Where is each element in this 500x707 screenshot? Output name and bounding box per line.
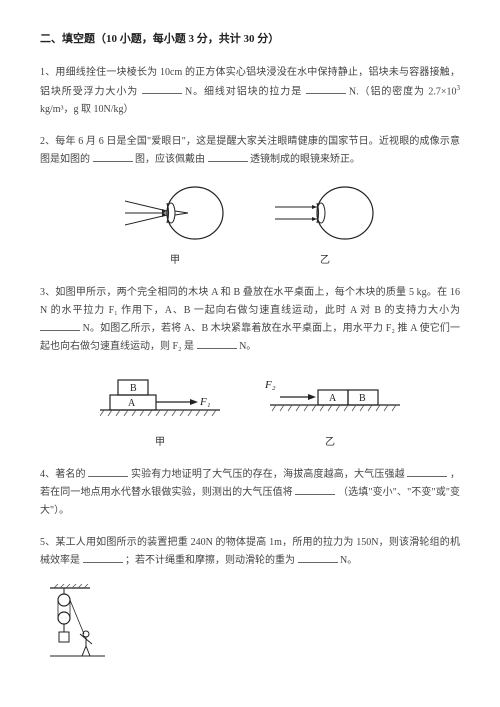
blocks-right-svg: F₂ A B bbox=[260, 370, 400, 425]
q4-blank-3 bbox=[295, 484, 335, 495]
figure-blocks: B A F₁ 甲 bbox=[40, 370, 460, 452]
q2-blank-1 bbox=[93, 151, 133, 162]
figure-pulley bbox=[50, 584, 460, 666]
eye-right-svg bbox=[270, 183, 380, 243]
block-b2-label: B bbox=[359, 393, 366, 404]
q4-blank-1 bbox=[88, 466, 128, 477]
question-5: 5、某工人用如图所示的装置把重 240N 的物体提高 1m，所用的拉力为 150… bbox=[40, 534, 460, 570]
eye-right-block: 乙 bbox=[270, 183, 380, 270]
figure-eyes: 甲 乙 bbox=[40, 183, 460, 270]
q1-text-b: N。细线对铝块的拉力是 bbox=[185, 86, 302, 97]
blocks-left-block: B A F₁ 甲 bbox=[100, 370, 220, 452]
q5-blank-1 bbox=[83, 552, 123, 563]
q4-text-b: 实验有力地证明了大气压的存在，海拔高度越高，大气压强越 bbox=[131, 469, 405, 480]
q3-blank-2 bbox=[197, 338, 237, 349]
section-title: 二、填空题（10 小题，每小题 3 分，共计 30 分） bbox=[40, 30, 460, 50]
block-a-label: A bbox=[128, 398, 136, 409]
q2-blank-2 bbox=[208, 151, 248, 162]
q1-text-c: N.（铝的密度为 2.7×10 bbox=[349, 86, 457, 97]
blocks-right-block: F₂ A B 乙 bbox=[260, 370, 400, 452]
q5-text-c: N。 bbox=[340, 555, 357, 566]
q5-blank-2 bbox=[298, 552, 338, 563]
f2-label: F₂ bbox=[264, 379, 276, 391]
eye-left-block: 甲 bbox=[120, 183, 230, 270]
question-2: 2、每年 6 月 6 日是全国"爱眼日"，这是提醒大家关注眼睛健康的国家节日。近… bbox=[40, 133, 460, 169]
eye-left-label: 甲 bbox=[120, 252, 230, 270]
block-a2-label: A bbox=[329, 393, 337, 404]
q1-blank-2 bbox=[306, 83, 346, 94]
question-1: 1、用细线拴住一块棱长为 10cm 的正方体实心铝块浸没在水中保持静止，铝块未与… bbox=[40, 64, 460, 119]
pulley-svg bbox=[50, 584, 110, 659]
q1-text-d: kg/m³，g 取 10N/kg） bbox=[40, 104, 134, 115]
q3-text-a: 3、如图甲所示，两个完全相同的木块 A 和 B 叠放在水平桌面上，每个木块的质量… bbox=[40, 287, 460, 316]
eye-right-label: 乙 bbox=[270, 252, 380, 270]
question-4: 4、著名的 实验有力地证明了大气压的存在，海拔高度越高，大气压强越 ，若在同一地… bbox=[40, 466, 460, 520]
f1-label: F₁ bbox=[199, 396, 211, 408]
q4-blank-2 bbox=[407, 466, 447, 477]
q1-sup: 3 bbox=[457, 84, 461, 92]
q3-blank-1 bbox=[40, 320, 80, 331]
question-3: 3、如图甲所示，两个完全相同的木块 A 和 B 叠放在水平桌面上，每个木块的质量… bbox=[40, 284, 460, 356]
block-b-label: B bbox=[130, 383, 137, 394]
q4-text-a: 4、著名的 bbox=[40, 469, 86, 480]
eye-left-svg bbox=[120, 183, 230, 243]
q2-text-c: 透镜制成的眼镜来矫正。 bbox=[250, 154, 360, 165]
q1-blank-1 bbox=[142, 83, 182, 94]
q3-text-c: N。 bbox=[239, 341, 256, 352]
blocks-left-svg: B A F₁ bbox=[100, 370, 220, 425]
blocks-left-label: 甲 bbox=[100, 434, 220, 452]
q5-text-b: ；若不计绳重和摩擦，则动滑轮的重为 bbox=[125, 555, 295, 566]
q2-text-b: 图，应该佩戴由 bbox=[135, 154, 205, 165]
blocks-right-label: 乙 bbox=[260, 434, 400, 452]
